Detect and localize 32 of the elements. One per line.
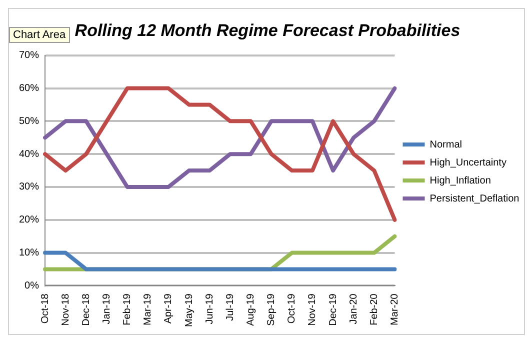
y-tick-label: 30%: [19, 182, 40, 193]
y-tick-label: 40%: [19, 148, 40, 160]
x-tick-label: May-19: [184, 293, 195, 328]
x-tick-label: Feb-20: [368, 293, 380, 326]
y-tick-label: 70%: [19, 50, 40, 62]
chart-title: Rolling 12 Month Regime Forecast Probabilities: [74, 20, 460, 40]
x-tick-label: Jul-19: [224, 293, 236, 321]
legend-label: Persistent_Deflation: [430, 193, 520, 204]
x-tick-label: Jan-19: [101, 293, 112, 324]
x-tick-label: Aug-19: [245, 293, 256, 326]
x-tick-label: Oct-19: [286, 293, 298, 324]
x-tick-label: Mar-19: [142, 293, 154, 326]
x-tick-label: Oct-18: [40, 293, 51, 324]
y-tick-label: 50%: [19, 116, 40, 127]
x-tick-label: Jan-20: [348, 293, 360, 324]
y-tick-label: 20%: [19, 214, 40, 226]
legend-label: Normal: [430, 139, 462, 150]
x-tick-label: Feb-19: [122, 293, 134, 326]
legend-label: High_Uncertainty: [430, 157, 506, 168]
text: Chart Area: [9, 27, 70, 43]
x-tick-label: Jun-19: [204, 293, 216, 324]
legend-label: High_Inflation: [430, 175, 491, 186]
x-tick-label: Nov-19: [307, 293, 318, 326]
x-tick-label: Mar-20: [390, 293, 400, 326]
x-tick-label: Dec-18: [80, 293, 92, 326]
y-tick-label: 10%: [19, 248, 40, 259]
y-tick-label: 60%: [19, 83, 40, 94]
x-tick-label: Nov-18: [60, 293, 72, 326]
x-tick-label: Sep-19: [266, 293, 278, 326]
x-tick-label: Apr-19: [163, 293, 174, 324]
y-tick-label: 0%: [24, 280, 40, 292]
x-tick-label: Dec-19: [328, 293, 339, 326]
